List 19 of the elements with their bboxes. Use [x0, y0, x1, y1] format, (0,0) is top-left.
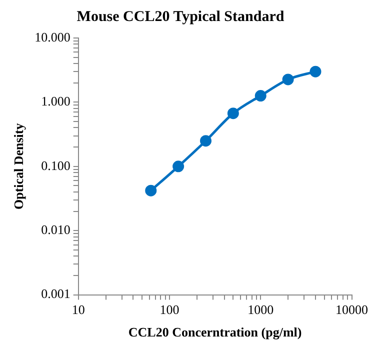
y-tick-label: 10.000	[34, 29, 70, 44]
point	[254, 90, 266, 102]
x-axis-title: CCL20 Concerntration (pg/ml)	[128, 324, 302, 340]
chart-title: Mouse CCL20 Typical Standard	[76, 8, 285, 25]
point	[310, 66, 322, 78]
x-tick-label: 1000	[248, 302, 274, 318]
point	[172, 160, 184, 172]
x-tick-label: 10	[72, 302, 85, 318]
point	[282, 74, 294, 86]
point	[145, 184, 157, 196]
x-tick-label: 100	[160, 302, 180, 318]
y-axis-title: Optical Density	[11, 122, 26, 210]
y-tick-label: 0.010	[41, 222, 70, 238]
y-tick-label: 1.000	[41, 94, 70, 109]
x-tick-label: 10000	[336, 302, 368, 318]
point	[200, 135, 212, 147]
point	[227, 108, 239, 120]
y-tick-label: 0.100	[41, 158, 70, 173]
y-tick-label: 0.001	[41, 286, 70, 302]
